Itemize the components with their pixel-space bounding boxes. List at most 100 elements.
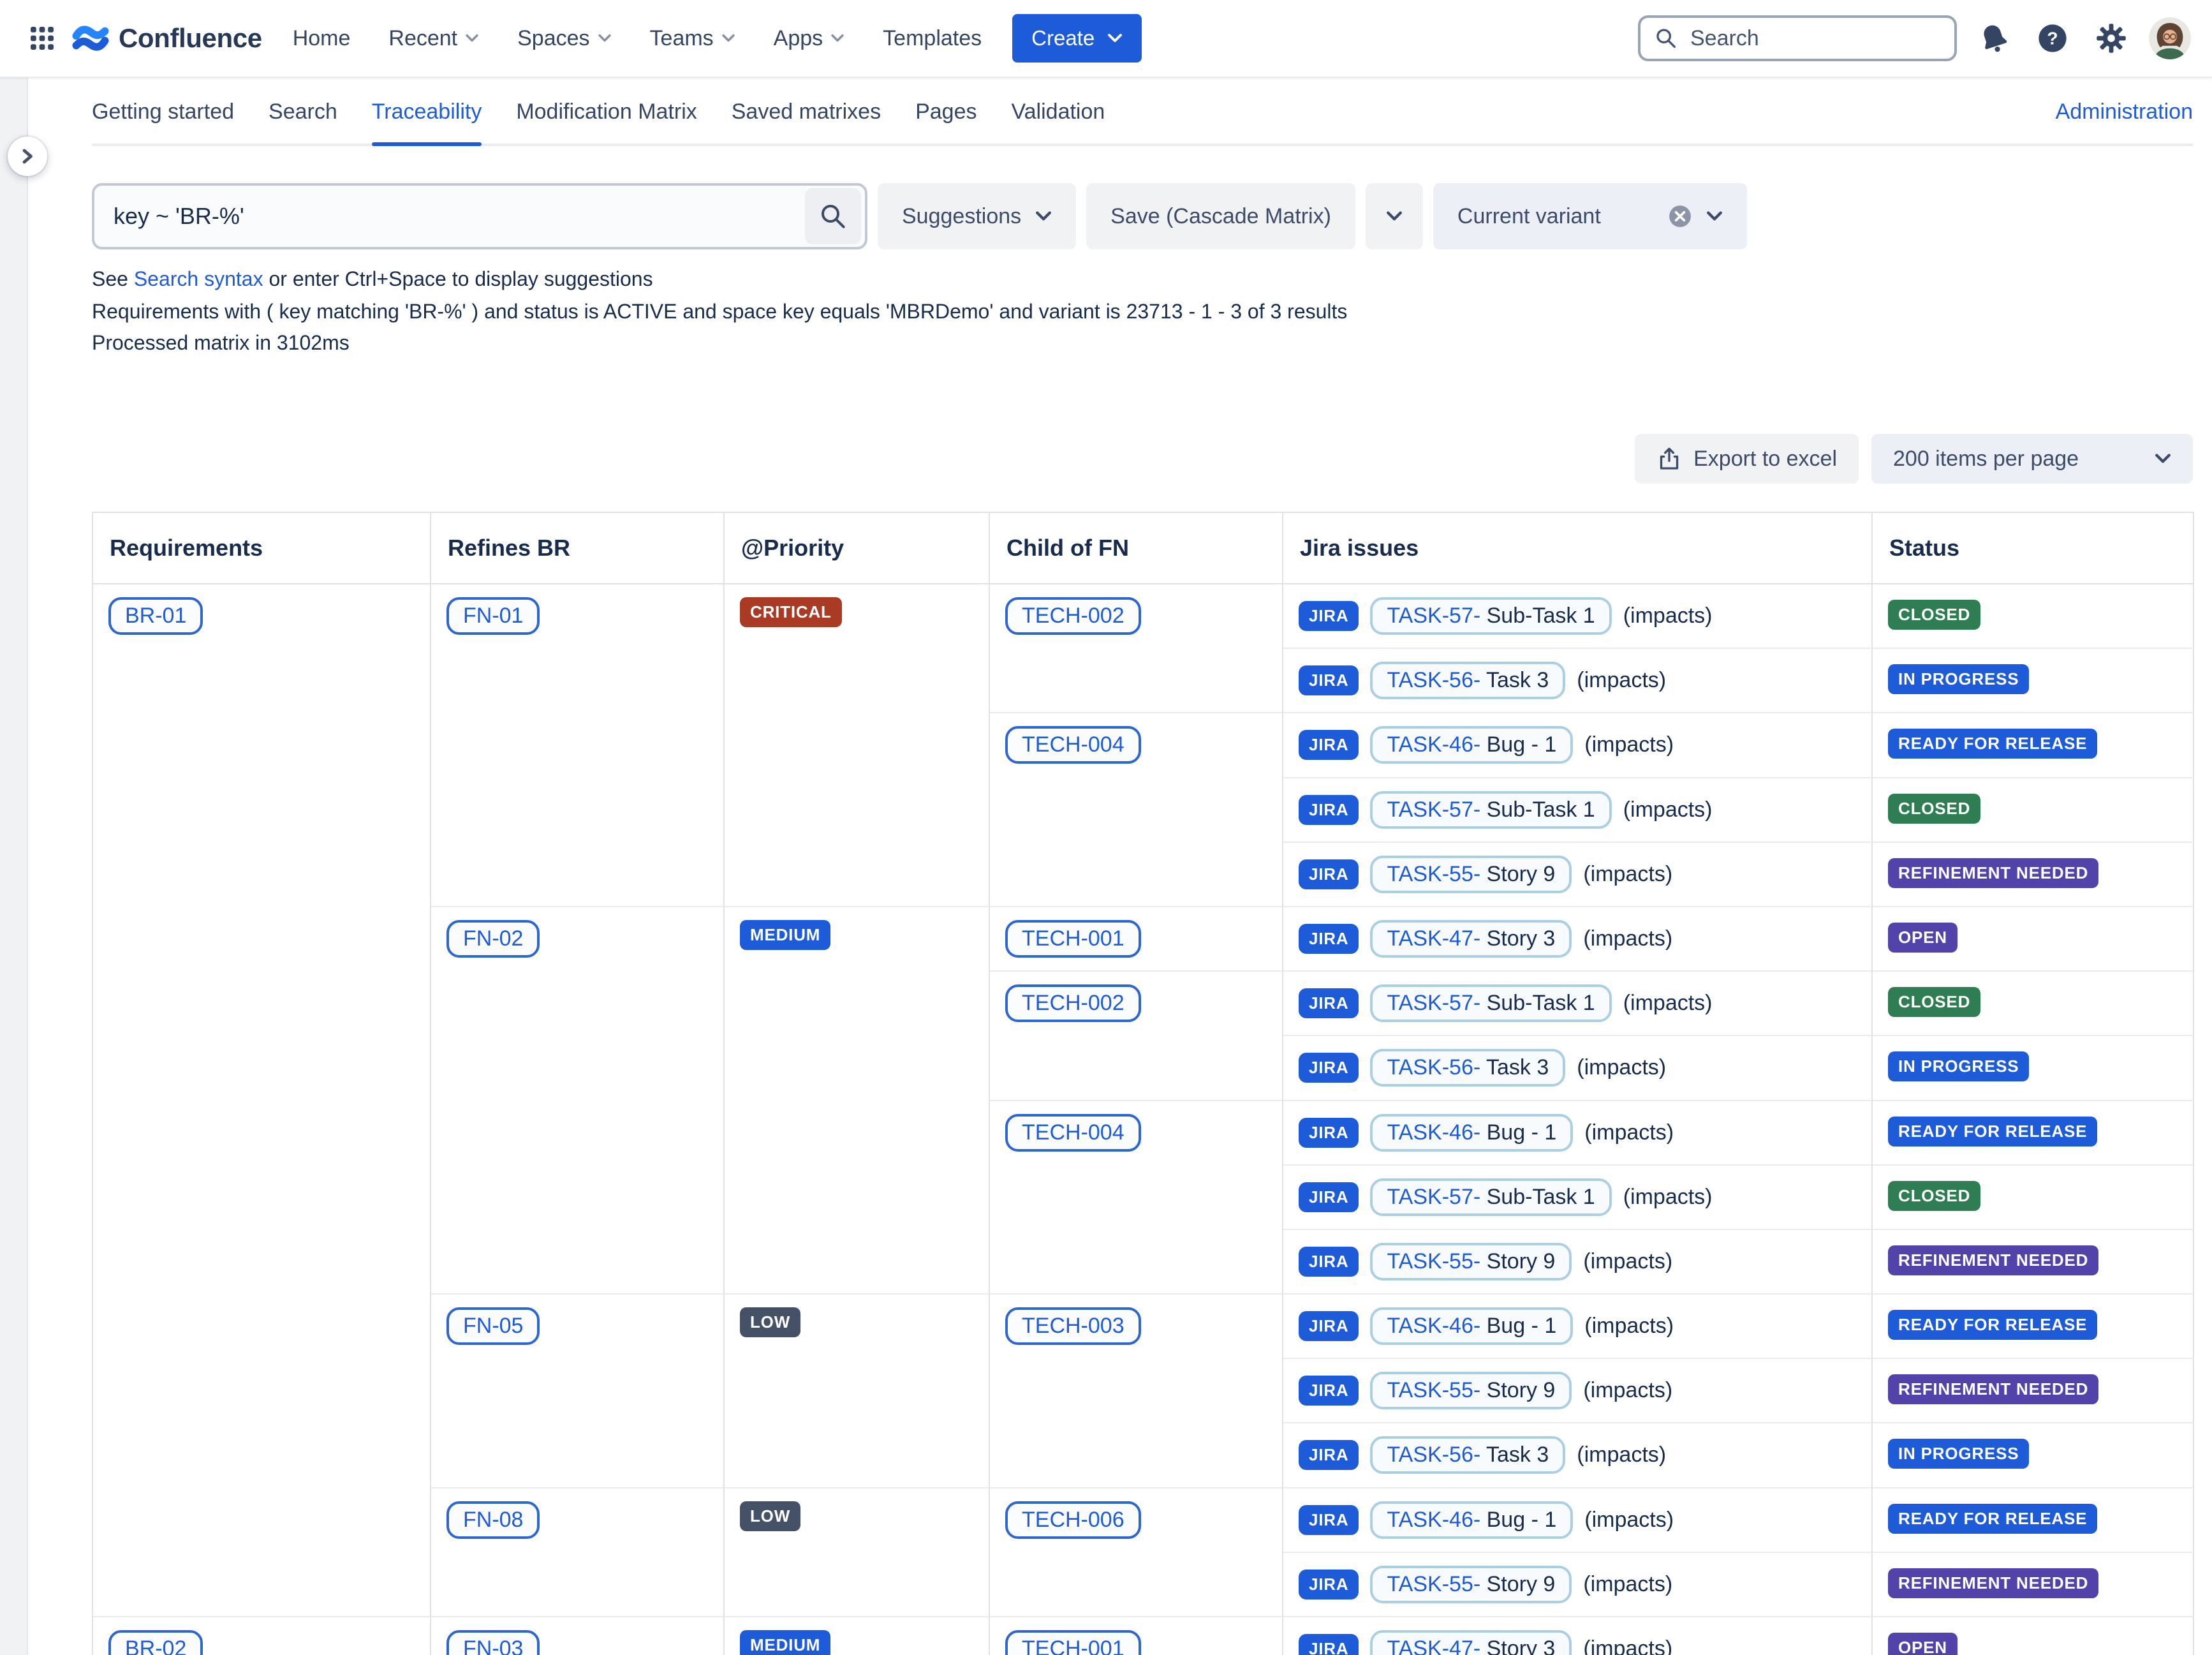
requirement-pill[interactable]: BR-02 xyxy=(108,1630,203,1655)
search-syntax-link[interactable]: Search syntax xyxy=(134,267,263,290)
jira-type-badge[interactable]: JIRA xyxy=(1299,601,1359,631)
child-pill[interactable]: TECH-004 xyxy=(1005,726,1141,764)
issue-link-pill[interactable]: TASK-46- Bug - 1 xyxy=(1370,1501,1573,1539)
child-pill[interactable]: TECH-003 xyxy=(1005,1307,1141,1345)
export-to-excel-button[interactable]: Export to excel xyxy=(1635,434,1859,484)
issue-summary: Task 3 xyxy=(1480,1055,1549,1080)
tab-modification-matrix[interactable]: Modification Matrix xyxy=(516,100,697,144)
issue-link-pill[interactable]: TASK-55- Story 9 xyxy=(1370,1243,1572,1280)
issue-link-pill[interactable]: TASK-46- Bug - 1 xyxy=(1370,726,1573,764)
issue-link-pill[interactable]: TASK-56- Task 3 xyxy=(1370,1049,1565,1087)
matrix-cell-priority: LOW xyxy=(725,1488,990,1617)
jira-type-badge[interactable]: JIRA xyxy=(1299,1505,1359,1535)
administration-link[interactable]: Administration xyxy=(2056,100,2193,144)
issue-link-pill[interactable]: TASK-57- Sub-Task 1 xyxy=(1370,791,1611,829)
jira-type-badge[interactable]: JIRA xyxy=(1299,730,1359,760)
suggestions-button[interactable]: Suggestions xyxy=(878,183,1076,249)
jira-type-badge[interactable]: JIRA xyxy=(1299,1118,1359,1148)
jira-type-badge[interactable]: JIRA xyxy=(1299,1440,1359,1470)
issue-link-pill[interactable]: TASK-46- Bug - 1 xyxy=(1370,1307,1573,1345)
child-pill[interactable]: TECH-006 xyxy=(1005,1501,1141,1539)
matrix-cell-child: TECH-001 xyxy=(990,907,1283,972)
jira-type-badge[interactable]: JIRA xyxy=(1299,1376,1359,1406)
requirement-query-input[interactable]: key ~ 'BR-%' xyxy=(92,183,867,249)
nav-item-apps[interactable]: Apps xyxy=(774,26,845,51)
nav-item-recent[interactable]: Recent xyxy=(388,26,479,51)
jira-type-badge[interactable]: JIRA xyxy=(1299,1182,1359,1212)
tab-saved-matrixes[interactable]: Saved matrixes xyxy=(732,100,881,144)
settings-button[interactable] xyxy=(2087,14,2135,63)
jira-type-badge[interactable]: JIRA xyxy=(1299,1634,1359,1655)
status-badge: OPEN xyxy=(1888,923,1958,953)
issue-link-pill[interactable]: TASK-57- Sub-Task 1 xyxy=(1370,984,1611,1022)
save-options-button[interactable] xyxy=(1366,183,1423,249)
notifications-button[interactable] xyxy=(1970,14,2018,63)
child-pill[interactable]: TECH-002 xyxy=(1005,984,1141,1022)
page-size-select[interactable]: 200 items per page xyxy=(1871,434,2193,484)
nav-item-label: Home xyxy=(293,26,351,51)
issue-link-pill[interactable]: TASK-57- Sub-Task 1 xyxy=(1370,1178,1611,1216)
jira-issue-line: JIRATASK-57- Sub-Task 1(impacts) xyxy=(1299,984,1856,1022)
app-switcher-button[interactable] xyxy=(18,14,66,63)
create-button[interactable]: Create xyxy=(1012,14,1142,63)
refines-pill[interactable]: FN-03 xyxy=(446,1630,540,1655)
issue-link-pill[interactable]: TASK-46- Bug - 1 xyxy=(1370,1114,1573,1152)
jira-type-badge[interactable]: JIRA xyxy=(1299,1247,1359,1277)
run-search-button[interactable] xyxy=(805,188,861,244)
tab-traceability[interactable]: Traceability xyxy=(372,100,482,144)
nav-item-teams[interactable]: Teams xyxy=(650,26,735,51)
matrix-cell-status: IN PROGRESS xyxy=(1873,649,2194,713)
impacts-note: (impacts) xyxy=(1623,604,1713,628)
jira-type-badge[interactable]: JIRA xyxy=(1299,1311,1359,1341)
tab-search[interactable]: Search xyxy=(269,100,337,144)
issue-summary: Bug - 1 xyxy=(1480,1508,1556,1532)
jira-type-badge[interactable]: JIRA xyxy=(1299,795,1359,825)
matrix-cell-status: REFINEMENT NEEDED xyxy=(1873,1359,2194,1423)
refines-pill[interactable]: FN-05 xyxy=(446,1307,540,1345)
expand-sidebar-button[interactable] xyxy=(8,137,47,176)
help-button[interactable]: ? xyxy=(2028,14,2077,63)
jira-type-badge[interactable]: JIRA xyxy=(1299,988,1359,1018)
tab-getting-started[interactable]: Getting started xyxy=(92,100,234,144)
refines-pill[interactable]: FN-01 xyxy=(446,597,540,635)
issue-link-pill[interactable]: TASK-47- Story 3 xyxy=(1370,1630,1572,1655)
jira-type-badge[interactable]: JIRA xyxy=(1299,665,1359,695)
jira-issue-line: JIRATASK-57- Sub-Task 1(impacts) xyxy=(1299,791,1856,829)
issue-link-pill[interactable]: TASK-56- Task 3 xyxy=(1370,1436,1565,1474)
refines-pill[interactable]: FN-08 xyxy=(446,1501,540,1539)
nav-item-home[interactable]: Home xyxy=(293,26,351,51)
global-search-input[interactable]: Search xyxy=(1638,15,1957,61)
issue-key: TASK-55- xyxy=(1387,1572,1480,1596)
top-navigation-bar: Confluence Home Recent Spaces Teams Apps Temp… xyxy=(0,0,2212,78)
impacts-note: (impacts) xyxy=(1577,668,1666,693)
issue-link-pill[interactable]: TASK-47- Story 3 xyxy=(1370,920,1572,958)
child-pill[interactable]: TECH-001 xyxy=(1005,920,1141,958)
clear-variant-icon[interactable] xyxy=(1668,204,1692,228)
issue-link-pill[interactable]: TASK-55- Story 9 xyxy=(1370,1566,1572,1603)
nav-item-templates[interactable]: Templates xyxy=(883,26,982,51)
issue-link-pill[interactable]: TASK-56- Task 3 xyxy=(1370,662,1565,699)
jira-type-badge[interactable]: JIRA xyxy=(1299,1053,1359,1083)
issue-link-pill[interactable]: TASK-57- Sub-Task 1 xyxy=(1370,597,1611,635)
confluence-logo[interactable]: Confluence xyxy=(71,19,262,57)
profile-button[interactable] xyxy=(2146,14,2194,63)
issue-link-pill[interactable]: TASK-55- Story 9 xyxy=(1370,1372,1572,1409)
tab-validation[interactable]: Validation xyxy=(1011,100,1105,144)
matrix-cell-child: TECH-002 xyxy=(990,584,1283,713)
child-pill[interactable]: TECH-001 xyxy=(1005,1630,1141,1655)
child-pill[interactable]: TECH-004 xyxy=(1005,1114,1141,1152)
child-pill[interactable]: TECH-002 xyxy=(1005,597,1141,635)
nav-item-spaces[interactable]: Spaces xyxy=(517,26,611,51)
issue-link-pill[interactable]: TASK-55- Story 9 xyxy=(1370,856,1572,893)
issue-key: TASK-56- xyxy=(1387,668,1480,692)
save-cascade-matrix-button[interactable]: Save (Cascade Matrix) xyxy=(1086,183,1355,249)
issue-key: TASK-55- xyxy=(1387,1378,1480,1402)
jira-type-badge[interactable]: JIRA xyxy=(1299,924,1359,954)
refines-pill[interactable]: FN-02 xyxy=(446,920,540,958)
jira-type-badge[interactable]: JIRA xyxy=(1299,1570,1359,1599)
variant-filter-button[interactable]: Current variant xyxy=(1433,183,1747,249)
requirement-pill[interactable]: BR-01 xyxy=(108,597,203,635)
tab-pages[interactable]: Pages xyxy=(915,100,977,144)
jira-type-badge[interactable]: JIRA xyxy=(1299,859,1359,889)
status-badge: REFINEMENT NEEDED xyxy=(1888,858,2098,888)
